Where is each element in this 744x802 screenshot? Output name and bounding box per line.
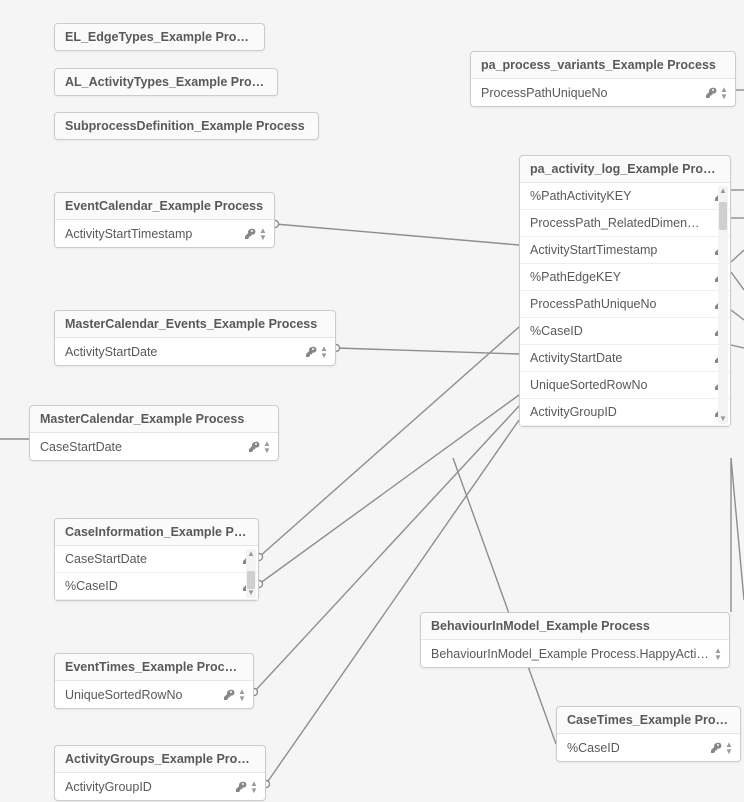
field-label: ActivityStartTimestamp	[530, 243, 708, 257]
field-row[interactable]: ActivityStartDate	[520, 345, 730, 372]
chevron-down-icon: ▼	[238, 695, 246, 702]
field-stepper[interactable]: ▲▼	[235, 688, 249, 702]
field-stepper[interactable]: ▲▼	[711, 647, 725, 661]
scrollbar-thumb[interactable]	[719, 202, 727, 230]
field-row[interactable]: ProcessPathUniqueNo	[520, 291, 730, 318]
key-icon	[705, 87, 717, 99]
key-icon	[244, 228, 256, 240]
table-title: BehaviourInModel_Example Process	[421, 613, 729, 640]
field-row[interactable]: ActivityStartTimestamp	[520, 237, 730, 264]
table-node-pa_log[interactable]: pa_activity_log_Example Process %PathActi…	[519, 155, 731, 427]
table-title: EL_EdgeTypes_Example Process	[55, 24, 264, 50]
table-title: EventCalendar_Example Process	[55, 193, 274, 220]
field-label: ActivityStartDate	[65, 345, 299, 359]
field-label: ProcessPath_RelatedDimen…	[530, 216, 726, 230]
field-label: %CaseID	[65, 579, 236, 593]
chevron-down-icon: ▼	[320, 352, 328, 359]
field-row[interactable]: ActivityGroupID	[520, 399, 730, 426]
field-row[interactable]: %PathActivityKEY	[520, 183, 730, 210]
table-node-actgroups[interactable]: ActivityGroups_Example ProcessActivityGr…	[54, 745, 266, 801]
field-row[interactable]: ProcessPath_RelatedDimen…	[520, 210, 730, 237]
table-title: SubprocessDefinition_Example Process	[55, 113, 318, 139]
field-stepper[interactable]: ▲▼	[247, 780, 261, 794]
field-row[interactable]: UniqueSortedRowNo ▲▼	[55, 681, 253, 708]
field-label: ActivityGroupID	[530, 405, 708, 419]
table-title: AL_ActivityTypes_Example Process	[55, 69, 277, 95]
field-label: ActivityStartTimestamp	[65, 227, 238, 241]
field-label: UniqueSortedRowNo	[530, 378, 708, 392]
field-row[interactable]: UniqueSortedRowNo	[520, 372, 730, 399]
field-label: BehaviourInModel_Example Process.HappyAc…	[431, 647, 711, 661]
key-icon	[305, 346, 317, 358]
table-title: MasterCalendar_Example Process	[30, 406, 278, 433]
table-node-evtcal[interactable]: EventCalendar_Example ProcessActivitySta…	[54, 192, 275, 248]
table-node-mcal[interactable]: MasterCalendar_Example ProcessCaseStartD…	[29, 405, 279, 461]
field-stepper[interactable]: ▲▼	[256, 227, 270, 241]
key-icon	[710, 742, 722, 754]
table-title: CaseTimes_Example Process	[557, 707, 740, 734]
field-row[interactable]: ActivityGroupID ▲▼	[55, 773, 265, 800]
field-row[interactable]: CaseStartDate	[55, 546, 258, 573]
chevron-down-icon: ▼	[720, 93, 728, 100]
field-row[interactable]: CaseStartDate ▲▼	[30, 433, 278, 460]
field-label: %CaseID	[567, 741, 704, 755]
field-label: %PathActivityKEY	[530, 189, 708, 203]
field-label: %CaseID	[530, 324, 708, 338]
field-stepper[interactable]: ▲▼	[717, 86, 731, 100]
field-row[interactable]: BehaviourInModel_Example Process.HappyAc…	[421, 640, 729, 667]
table-title: pa_process_variants_Example Process	[471, 52, 735, 79]
field-row[interactable]: %PathEdgeKEY	[520, 264, 730, 291]
field-label: ProcessPathUniqueNo	[481, 86, 699, 100]
chevron-down-icon: ▼	[250, 787, 258, 794]
field-label: ProcessPathUniqueNo	[530, 297, 708, 311]
field-label: CaseStartDate	[65, 552, 236, 566]
table-node-caseinfo[interactable]: CaseInformation_Example Process CaseStart…	[54, 518, 259, 601]
table-title: EventTimes_Example Process	[55, 654, 253, 681]
field-label: UniqueSortedRowNo	[65, 688, 217, 702]
field-row[interactable]: ProcessPathUniqueNo ▲▼	[471, 79, 735, 106]
field-label: ActivityStartDate	[530, 351, 708, 365]
field-row[interactable]: ActivityStartDate ▲▼	[55, 338, 335, 365]
chevron-up-icon: ▲	[246, 549, 256, 559]
chevron-down-icon: ▼	[718, 414, 728, 424]
chevron-down-icon: ▼	[725, 748, 733, 755]
field-row[interactable]: %CaseID	[55, 573, 258, 600]
key-icon	[223, 689, 235, 701]
table-title: ActivityGroups_Example Process	[55, 746, 265, 773]
table-node-evttimes[interactable]: EventTimes_Example ProcessUniqueSortedRo…	[54, 653, 254, 709]
scrollbar[interactable]: ▲▼	[718, 186, 728, 424]
key-icon	[248, 441, 260, 453]
table-node-subproc[interactable]: SubprocessDefinition_Example Process	[54, 112, 319, 140]
field-row[interactable]: %CaseID ▲▼	[557, 734, 740, 761]
table-title: pa_activity_log_Example Process	[520, 156, 730, 183]
field-row[interactable]: ActivityStartTimestamp ▲▼	[55, 220, 274, 247]
table-node-casetimes[interactable]: CaseTimes_Example Process %CaseID ▲▼	[556, 706, 741, 762]
key-icon	[235, 781, 247, 793]
field-row[interactable]: %CaseID	[520, 318, 730, 345]
field-label: CaseStartDate	[40, 440, 242, 454]
table-node-al_act[interactable]: AL_ActivityTypes_Example Process	[54, 68, 278, 96]
table-node-mcal_evt[interactable]: MasterCalendar_Events_Example ProcessAct…	[54, 310, 336, 366]
chevron-down-icon: ▼	[246, 588, 256, 598]
field-label: ActivityGroupID	[65, 780, 229, 794]
scrollbar[interactable]: ▲▼	[246, 549, 256, 598]
table-node-behav[interactable]: BehaviourInModel_Example Process Behaviou…	[420, 612, 730, 668]
table-node-pa_variants[interactable]: pa_process_variants_Example ProcessProce…	[470, 51, 736, 107]
chevron-down-icon: ▼	[259, 234, 267, 241]
chevron-down-icon: ▼	[263, 447, 271, 454]
table-node-el_edge[interactable]: EL_EdgeTypes_Example Process	[54, 23, 265, 51]
table-title: MasterCalendar_Events_Example Process	[55, 311, 335, 338]
field-stepper[interactable]: ▲▼	[317, 345, 331, 359]
chevron-up-icon: ▲	[718, 186, 728, 196]
scrollbar-thumb[interactable]	[247, 571, 255, 589]
chevron-down-icon: ▼	[714, 654, 722, 661]
field-label: %PathEdgeKEY	[530, 270, 708, 284]
table-title: CaseInformation_Example Process	[55, 519, 258, 546]
field-stepper[interactable]: ▲▼	[722, 741, 736, 755]
field-stepper[interactable]: ▲▼	[260, 440, 274, 454]
